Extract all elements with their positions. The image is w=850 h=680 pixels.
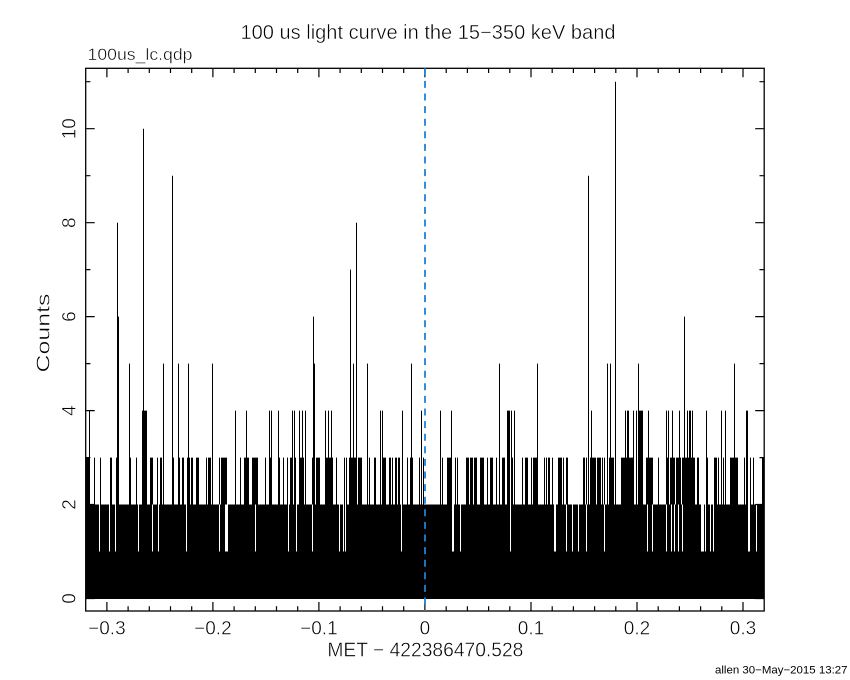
svg-text:8: 8 xyxy=(60,217,81,228)
svg-text:100 us light curve in the 15−3: 100 us light curve in the 15−350 keV ban… xyxy=(241,22,616,44)
svg-text:0: 0 xyxy=(60,593,81,604)
svg-text:−0.2: −0.2 xyxy=(194,619,232,640)
svg-text:4: 4 xyxy=(60,405,81,416)
svg-text:100us_lc.qdp: 100us_lc.qdp xyxy=(88,46,193,64)
svg-text:10: 10 xyxy=(60,118,81,139)
svg-text:−0.1: −0.1 xyxy=(300,619,338,640)
svg-text:Counts: Counts xyxy=(34,294,54,373)
svg-text:0.3: 0.3 xyxy=(730,619,756,640)
svg-text:0.1: 0.1 xyxy=(518,619,544,640)
svg-text:0: 0 xyxy=(420,619,431,640)
svg-text:6: 6 xyxy=(60,311,81,322)
svg-text:allen 30−May−2015 13:27: allen 30−May−2015 13:27 xyxy=(715,665,848,677)
svg-text:−0.3: −0.3 xyxy=(88,619,126,640)
svg-text:MET − 422386470.528: MET − 422386470.528 xyxy=(327,640,523,662)
svg-text:0.2: 0.2 xyxy=(624,619,650,640)
svg-text:2: 2 xyxy=(60,499,81,510)
